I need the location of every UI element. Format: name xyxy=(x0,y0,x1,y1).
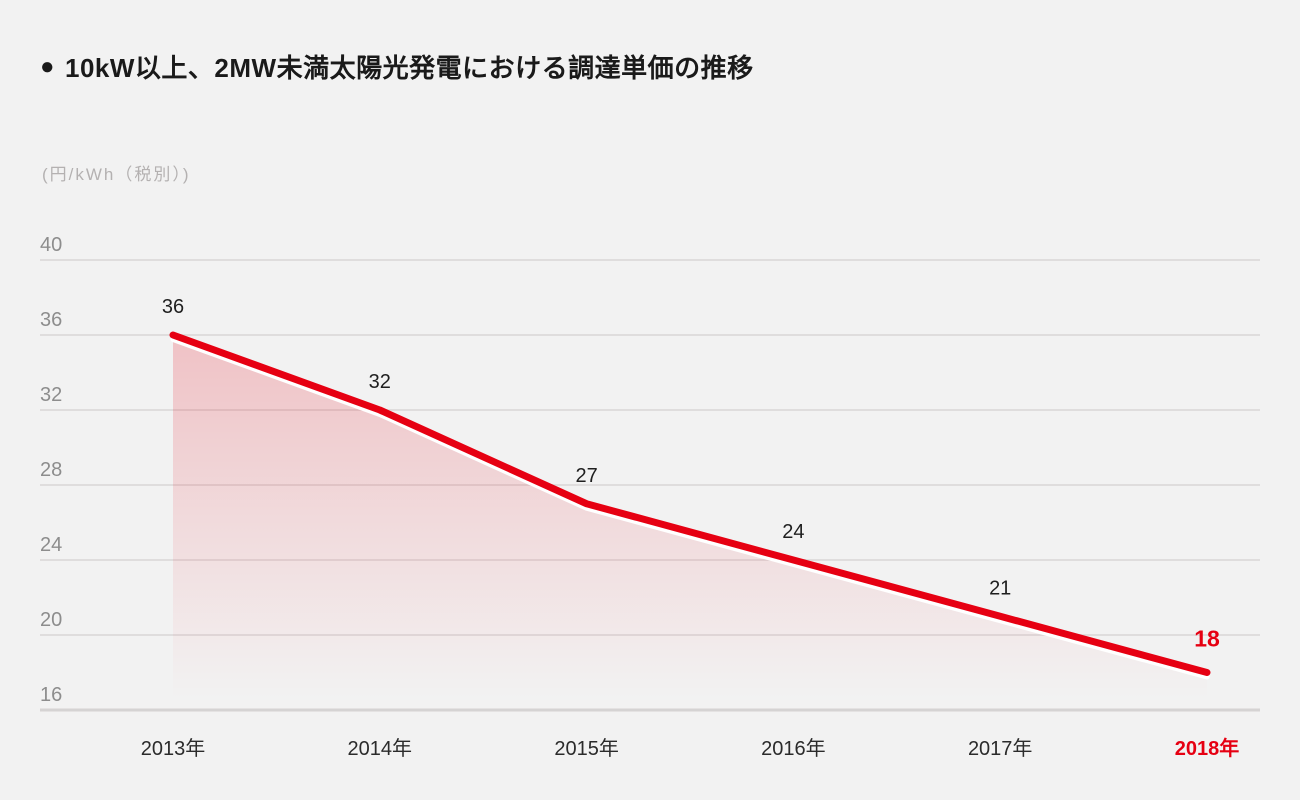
line-underlay xyxy=(170,337,1210,680)
value-label: 21 xyxy=(989,577,1011,599)
page-title: ● 10kW以上、2MW未満太陽光発電における調達単価の推移 xyxy=(40,48,754,85)
value-label: 24 xyxy=(782,521,804,543)
price-line xyxy=(169,331,1211,676)
x-tick-label: 2013年 xyxy=(141,737,206,760)
page-title-text: 10kW以上、2MW未満太陽光発電における調達単価の推移 xyxy=(65,53,754,83)
y-axis-unit-label: (円/kWh（税別）) xyxy=(42,165,191,184)
y-tick-label: 20 xyxy=(40,609,62,631)
value-label: 27 xyxy=(575,465,597,487)
y-tick-label: 16 xyxy=(40,684,62,706)
y-tick-label: 28 xyxy=(40,459,62,481)
y-tick-label: 24 xyxy=(40,534,62,556)
x-tick-label: 2014年 xyxy=(348,737,413,760)
value-label-highlight: 18 xyxy=(1194,626,1220,652)
area-fill xyxy=(173,335,1207,704)
x-tick-label: 2017年 xyxy=(968,737,1033,760)
bullet-icon: ● xyxy=(40,52,55,80)
x-tick-label: 2016年 xyxy=(761,737,826,760)
x-tick-label-highlight: 2018年 xyxy=(1175,736,1240,760)
value-label: 36 xyxy=(162,296,184,318)
value-label: 32 xyxy=(369,371,391,393)
x-tick-label: 2015年 xyxy=(554,737,619,760)
y-tick-label: 40 xyxy=(40,234,62,256)
y-tick-label: 32 xyxy=(40,384,62,406)
y-tick-label: 36 xyxy=(40,309,62,331)
